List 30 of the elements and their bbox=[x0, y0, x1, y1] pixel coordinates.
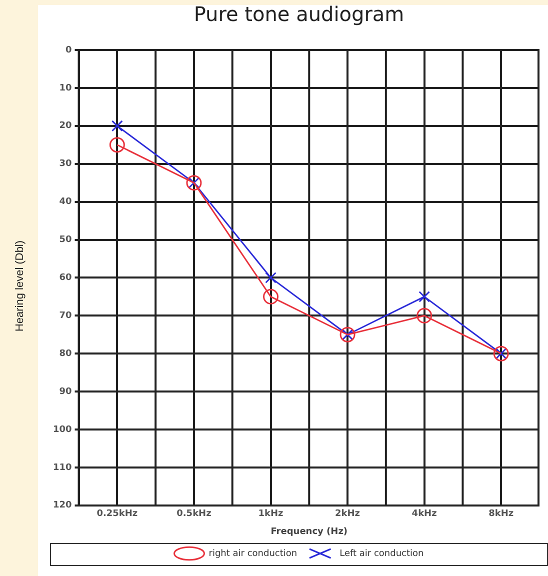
point bbox=[416, 308, 432, 324]
y-tick-label: 20 bbox=[59, 121, 72, 132]
legend-label: right air conduction bbox=[208, 548, 298, 559]
x-tick-label: 4kHz bbox=[412, 509, 437, 520]
y-tick-label: 10 bbox=[59, 83, 72, 94]
y-tick-label: 60 bbox=[59, 273, 72, 284]
x-tick-label: 2kHz bbox=[335, 509, 360, 520]
y-tick-label: 100 bbox=[52, 424, 72, 435]
y-tick-label: 80 bbox=[59, 348, 72, 359]
y-tick-label: 0 bbox=[66, 45, 72, 56]
chart-title: Pure tone audiogram bbox=[194, 2, 404, 26]
legend-label: Left air conduction bbox=[340, 548, 424, 559]
y-axis-title: Hearing level (Dbl) bbox=[14, 239, 26, 334]
y-tick-label: 50 bbox=[59, 235, 72, 246]
y-tick-label: 40 bbox=[59, 197, 72, 208]
point bbox=[418, 290, 430, 302]
y-tick-label: 90 bbox=[59, 386, 72, 397]
point bbox=[263, 288, 278, 304]
x-tick-label: 1kHz bbox=[258, 509, 284, 520]
y-tick-label: 110 bbox=[52, 462, 72, 473]
x-tick-label: 0.5kHz bbox=[176, 509, 212, 520]
x-axis-title: Frequency (Hz) bbox=[270, 526, 348, 537]
x-tick-label: 8kHz bbox=[488, 509, 514, 520]
y-tick-label: 30 bbox=[59, 159, 72, 170]
y-tick-label: 70 bbox=[59, 310, 72, 321]
point bbox=[109, 137, 125, 153]
point bbox=[265, 272, 276, 284]
point bbox=[111, 120, 123, 132]
y-tick-label: 120 bbox=[52, 500, 72, 511]
x-tick-label: 0.25kHz bbox=[96, 509, 138, 520]
